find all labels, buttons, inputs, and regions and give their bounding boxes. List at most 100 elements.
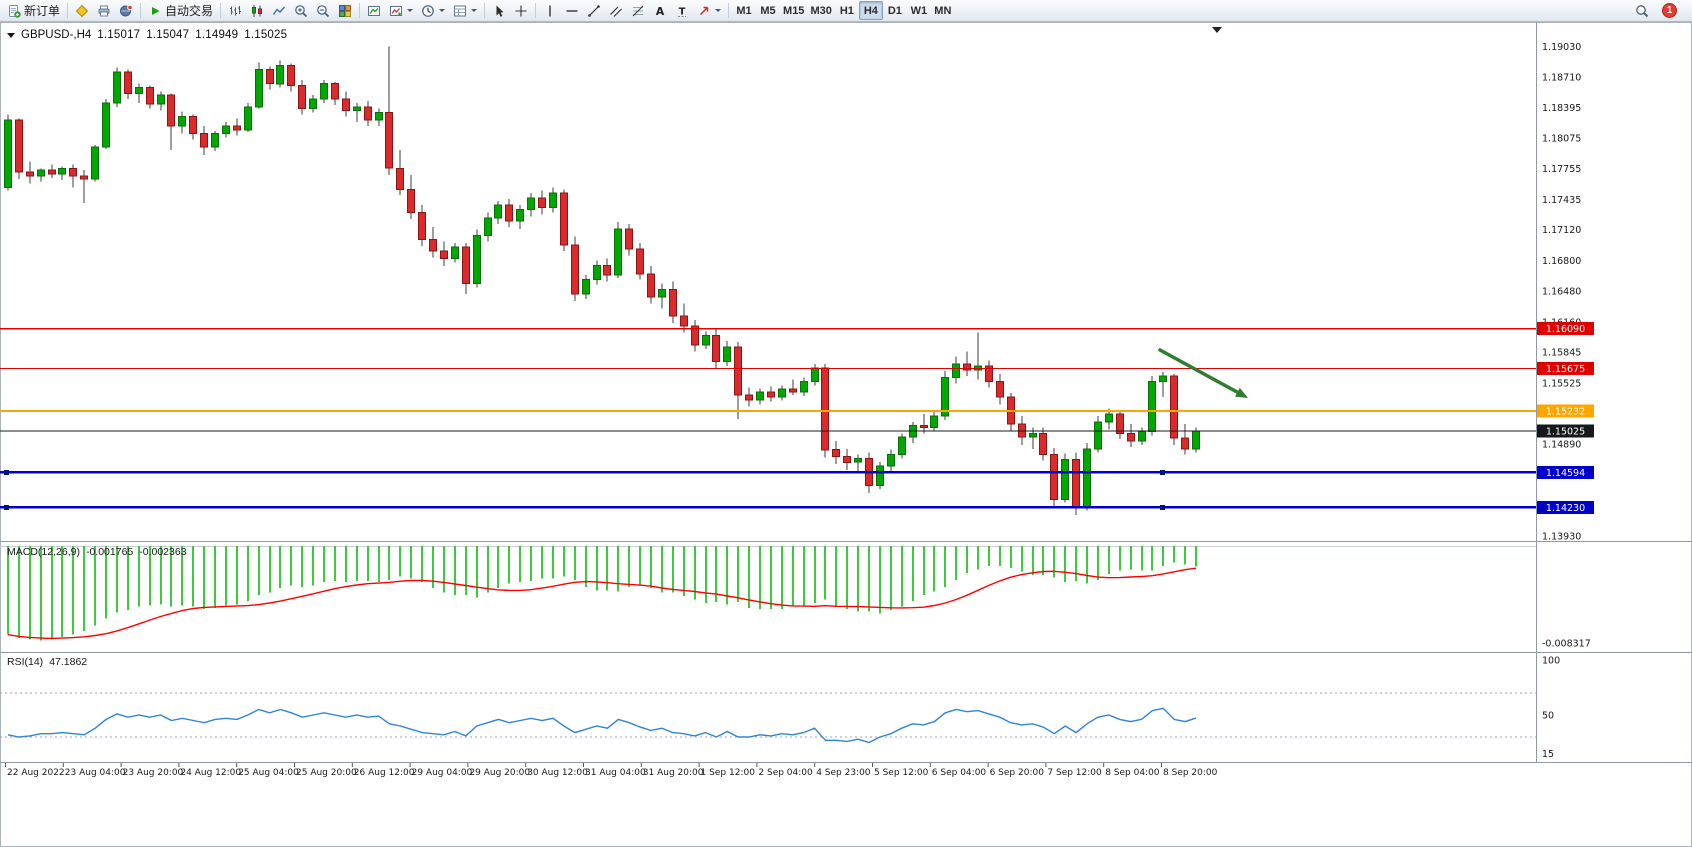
macd-bar: [443, 546, 445, 593]
candle-body: [113, 71, 121, 104]
button-label: H1: [839, 4, 854, 17]
button-label: MN: [934, 4, 952, 17]
timeframe-m15-button[interactable]: M15: [780, 1, 807, 20]
timeframe-h4-button[interactable]: H4: [858, 1, 883, 20]
arrows-button[interactable]: [693, 1, 725, 20]
macd-bar: [814, 546, 816, 604]
timeframe-h1-button[interactable]: H1: [835, 1, 859, 20]
dropdown-caret-icon: [471, 9, 478, 12]
line-handle[interactable]: [1160, 504, 1165, 510]
crosshair-button[interactable]: [510, 1, 532, 20]
candlestick-chart-button[interactable]: [246, 1, 268, 20]
time-axis-label: 22 Aug 2022: [7, 768, 65, 778]
macd-bar: [759, 546, 761, 609]
timeframe-d1-button[interactable]: D1: [883, 1, 907, 20]
macd-bar: [29, 546, 31, 640]
candle-body: [745, 394, 753, 401]
templates-button[interactable]: [449, 1, 481, 20]
autotrading-button[interactable]: 自动交易: [144, 1, 217, 20]
text-label-button[interactable]: T: [671, 1, 693, 20]
mql-editor-button[interactable]: [71, 1, 93, 20]
candle-body: [505, 204, 513, 222]
new-order-icon: [7, 4, 21, 18]
horizontal-lines[interactable]: 1.16090 1.15675 1.15232 1.15025 1.14594 1.142…: [0, 322, 1594, 514]
macd-bar: [508, 546, 510, 584]
macd-bar: [923, 546, 925, 595]
rsi-axis-label: 15: [1542, 749, 1554, 760]
zoom-out-button[interactable]: [312, 1, 334, 20]
candle-body: [69, 167, 77, 177]
bar-chart-button[interactable]: [224, 1, 246, 20]
timeframe-m1-button[interactable]: M1: [732, 1, 756, 20]
candle-body: [233, 125, 241, 131]
macd-signal-line: [7, 567, 1197, 640]
one-click-expander-icon[interactable]: [7, 32, 15, 38]
macd-bar: [487, 546, 489, 593]
zoom-in-button[interactable]: [290, 1, 312, 20]
candle-body: [1138, 431, 1146, 442]
macd-bar: [1075, 546, 1077, 581]
candle-body: [767, 391, 775, 398]
macd-bar: [345, 546, 347, 583]
tile-windows-button[interactable]: [334, 1, 356, 20]
chart-canvas[interactable]: 1.19030 1.18710 1.18395 1.18075 1.17755 1.174…: [0, 22, 1692, 847]
line-handle[interactable]: [4, 504, 9, 510]
chart-window[interactable]: 1.19030 1.18710 1.18395 1.18075 1.17755 1.174…: [0, 22, 1692, 847]
price-axis-label: 1.17435: [1542, 195, 1581, 206]
macd-bar: [912, 546, 914, 601]
new-order-button[interactable]: 新订单: [3, 1, 64, 20]
macd-bar: [944, 546, 946, 587]
channel-button[interactable]: [605, 1, 627, 20]
candle-body: [538, 197, 546, 209]
macd-bar: [258, 546, 260, 595]
cursor-button[interactable]: [488, 1, 510, 20]
candle-body: [756, 391, 764, 401]
button-label: M5: [760, 4, 776, 17]
price-badge-label: 1.15025: [1546, 427, 1585, 438]
time-axis-label: 6 Sep 04:00: [932, 768, 987, 778]
macd-bar: [476, 546, 478, 598]
timeframe-mn-button[interactable]: MN: [931, 1, 955, 20]
search-button[interactable]: [1631, 1, 1653, 20]
macd-histogram: [0, 546, 1536, 641]
price-badge: [1537, 362, 1594, 376]
trendline-button[interactable]: [583, 1, 605, 20]
price-axis-label: 1.18710: [1542, 72, 1581, 83]
macd-bar: [552, 546, 554, 579]
fibonacci-button[interactable]: [627, 1, 649, 20]
rsi-line: [7, 707, 1197, 744]
vertical-line-button[interactable]: [539, 1, 561, 20]
macd-bar: [857, 546, 859, 612]
macd-bar: [748, 546, 750, 608]
horizontal-line-button[interactable]: [561, 1, 583, 20]
macd-bar: [824, 546, 826, 600]
shift-marker-icon[interactable]: [1212, 27, 1222, 33]
rsi-axis-label: 50: [1542, 711, 1554, 722]
time-axis-label: 7 Sep 12:00: [1047, 768, 1102, 778]
indicators-icon: [367, 4, 381, 18]
line-chart-button[interactable]: [268, 1, 290, 20]
trend-arrow[interactable]: [1158, 348, 1248, 398]
macd-bar: [726, 546, 728, 605]
print-preview-button[interactable]: [93, 1, 115, 20]
timeframe-m30-button[interactable]: M30: [807, 1, 834, 20]
line-handle[interactable]: [4, 469, 9, 475]
community-button[interactable]: [115, 1, 137, 20]
macd-bar: [1053, 546, 1055, 578]
svg-text:T: T: [679, 6, 686, 17]
periods-button[interactable]: [417, 1, 449, 20]
notification-badge[interactable]: 1: [1662, 3, 1677, 18]
indicators-button[interactable]: [363, 1, 385, 20]
price-axis-label: 1.18075: [1542, 133, 1581, 144]
macd-bar: [879, 546, 881, 614]
candle-body: [385, 112, 393, 169]
timeframe-w1-button[interactable]: W1: [907, 1, 931, 20]
indicator-list-button[interactable]: [385, 1, 417, 20]
candle-body: [593, 264, 601, 281]
timeframe-m5-button[interactable]: M5: [756, 1, 780, 20]
text-button[interactable]: A: [649, 1, 671, 20]
line-handle[interactable]: [1160, 469, 1165, 475]
candle-body: [200, 133, 208, 148]
candle-body: [102, 102, 110, 148]
